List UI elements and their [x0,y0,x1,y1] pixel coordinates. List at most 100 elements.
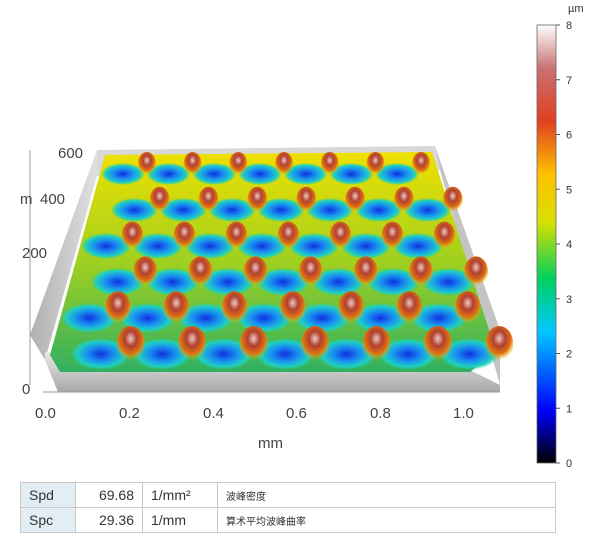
surface-valley [208,198,256,222]
surface-peak [239,326,268,362]
surface-valley [184,233,236,259]
table-row: Spd 69.68 1/mm² 波峰密度 [20,482,556,508]
surface-valley [316,338,377,370]
surface-peak [362,326,391,362]
y-tick-label: 200 [22,245,47,262]
colorbar-tick-label: 0 [566,458,572,470]
surface-valley [311,268,365,296]
x-tick-label: 0.6 [286,405,307,422]
surface-peak [320,152,339,176]
surface-peak [137,152,156,176]
surface-peak [243,256,268,288]
colorbar-tick-label: 3 [566,294,572,306]
param-value: 69.68 [75,482,143,508]
surface-valley [90,268,145,296]
param-unit: 1/mm [142,507,218,533]
surface-valley [238,163,282,185]
surface-valley [132,233,184,259]
surface-peak [433,221,456,251]
table-row: Spc 29.36 1/mm 算术平均波峰曲率 [20,507,556,533]
surface-valley [352,303,409,333]
surface-valley [403,198,452,222]
x-tick-label: 1.0 [453,405,474,422]
surface-plot: m 0 200 400 600 0.0 0.2 0.4 0.6 0.8 1.0 … [20,3,584,470]
surface-peak [301,326,329,362]
surface-peak [275,152,293,176]
surface-peak [149,186,170,214]
param-value: 29.36 [75,507,143,533]
surface-peak [296,186,317,214]
x-tick-label: 0.2 [119,405,140,422]
surface-peak [173,221,196,251]
surface-peak [442,186,463,214]
surface-valley [375,163,420,185]
surface-valley [119,303,176,333]
surface-valley [306,198,354,222]
surface-peak [277,221,300,251]
colorbar-tick-label: 7 [566,75,572,87]
height-surface [50,152,514,372]
surface-valley [159,198,207,222]
surface-valley [132,338,193,370]
x-axis-title: mm [258,435,283,452]
surface-peak [198,186,219,214]
surface-valley [201,268,255,296]
surface-valley [70,338,131,370]
colorbar-tick-label: 2 [566,349,572,361]
surface-peak [353,256,378,288]
surface-valley [329,163,374,185]
surface-valley [80,233,132,259]
surface-valley [392,233,444,259]
colorbar-tick-label: 1 [566,403,572,415]
surface-valley [177,303,235,333]
surface-valley [283,163,328,185]
surface-peak [408,256,433,288]
param-description: 算术平均波峰曲率 [217,507,556,533]
surface-valley [421,268,476,296]
surface-valley [439,338,500,370]
surface-valley [256,268,310,296]
surface-peak [329,221,352,251]
param-description: 波峰密度 [217,482,556,508]
param-name: Spd [20,482,76,508]
surface-peak [188,256,213,288]
surface-valley [255,338,315,370]
surface-valley [257,198,305,222]
surface-valley [355,198,403,222]
surface-peak [225,221,248,251]
surface-peak [183,152,202,176]
surface-valley [60,303,118,333]
surface-peak [229,152,248,176]
side-wall-left [30,150,97,360]
surface-valley [377,338,438,370]
colorbar-tick-label: 6 [566,130,572,142]
surface-valley [410,303,468,333]
surface-valley [366,268,421,296]
surface-peak [279,291,306,325]
surface-peak [247,186,268,214]
surface-peak [423,326,452,362]
x-tick-label: 0.0 [35,405,56,422]
y-tick-label: 0 [22,381,30,398]
surface-peak [133,256,158,288]
surface-valley [193,338,254,370]
colorbar-tick-label: 8 [566,20,572,32]
surface-valley [145,268,200,296]
surface-valley [100,163,145,185]
surface-valley [235,303,293,333]
surface-peak [338,291,365,325]
colorbar [536,24,557,464]
y-tick-label: 400 [40,191,65,208]
surface-peak [412,152,431,176]
surface-peak [381,221,404,251]
colorbar-tick-label: 4 [566,239,572,251]
surface-peak [163,291,190,325]
parameter-table: Spd 69.68 1/mm² 波峰密度 Spc 29.36 1/mm 算术平均… [20,482,556,533]
y-axis-title: m [20,191,33,208]
surface-peak [116,326,145,362]
x-tick-label: 0.4 [203,405,224,422]
surface-peak [104,291,131,325]
surface-valley [110,198,159,222]
param-name: Spc [20,507,76,533]
surface-peak [454,291,481,325]
